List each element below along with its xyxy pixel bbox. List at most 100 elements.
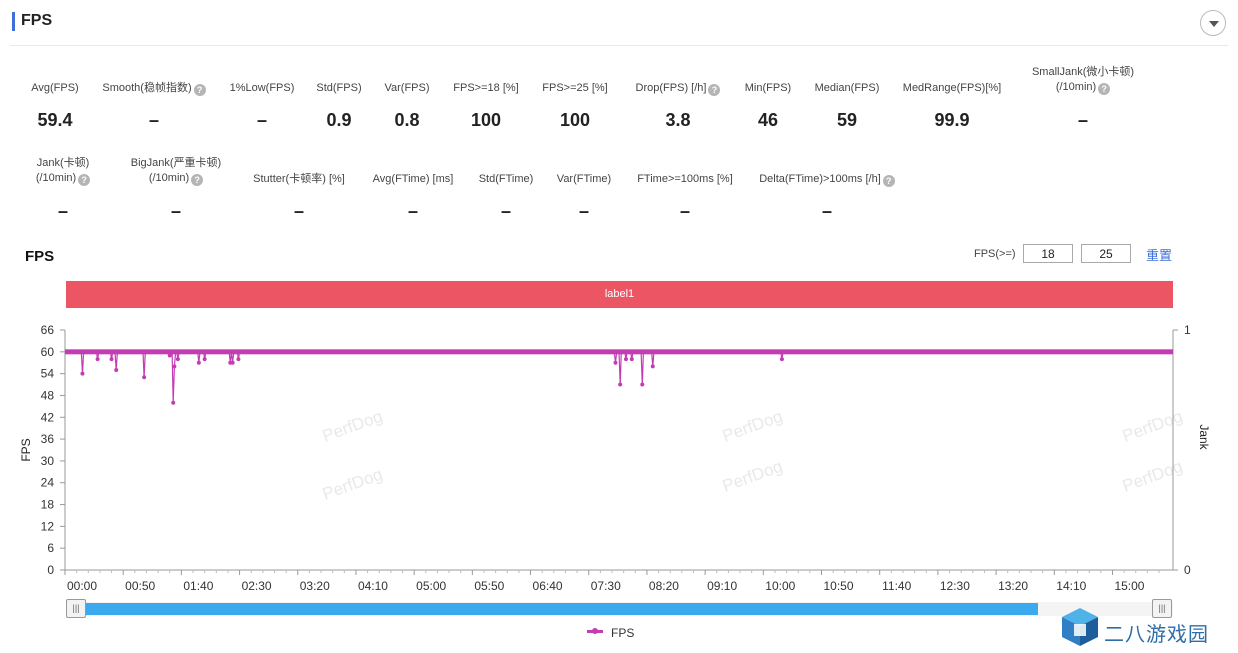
y2-tick-label: 1 [1184, 323, 1191, 337]
metric-fps-ge-25: FPS>=25 [%] 100 [536, 81, 614, 131]
y-tick-label: 66 [41, 323, 55, 337]
y-tick-label: 0 [47, 563, 54, 577]
metric-label: Smooth(稳帧指数) [102, 82, 192, 94]
y2-axis-title: Jank [1197, 424, 1211, 450]
fps-series [65, 349, 1173, 405]
fps-point [618, 382, 623, 387]
fps-point [650, 364, 655, 369]
fps-point [95, 357, 100, 362]
fps-point [171, 400, 176, 405]
x-tick-label: 01:40 [183, 579, 213, 593]
metric-delta-ftime: Delta(FTime)>100ms [/h]? – [752, 172, 902, 222]
x-tick-label: 11:40 [882, 579, 911, 593]
legend-label: FPS [611, 626, 635, 640]
y2-tick-label: 0 [1184, 563, 1191, 577]
zoom-handle-left[interactable]: ||| [66, 599, 86, 618]
fps-point [623, 357, 628, 362]
fps-point [172, 364, 177, 369]
reset-button[interactable]: 重置 [1146, 248, 1173, 263]
x-tick-label: 02:30 [242, 579, 272, 593]
metric-label: Drop(FPS) [/h] [635, 82, 707, 94]
metric-label: Var(FPS) [384, 82, 430, 94]
label-band[interactable]: label1 [66, 281, 1173, 308]
metric-value: – [407, 201, 418, 221]
x-tick-label: 00:00 [67, 579, 97, 593]
metric-label: BigJank(严重卡顿) [130, 157, 222, 169]
fps-threshold-input-1[interactable] [1023, 244, 1073, 263]
x-tick-label: 08:20 [649, 579, 679, 593]
metric-median-fps: Median(FPS) 59 [808, 81, 886, 131]
fps-threshold-label: FPS(>=) [974, 248, 1016, 260]
zoom-range-fill[interactable] [66, 603, 1038, 615]
help-icon[interactable]: ? [708, 84, 721, 96]
metric-label: Std(FTime) [478, 173, 534, 185]
y-axis: 0 6 12 18 24 30 36 42 48 54 60 66 FPS [19, 323, 66, 577]
metric-label: Stutter(卡顿率) [%] [253, 173, 345, 185]
help-icon[interactable]: ? [191, 174, 204, 186]
site-logo-text: 二八游戏园 [1104, 622, 1209, 646]
metric-var-fps: Var(FPS) 0.8 [376, 81, 438, 131]
x-tick-label: 04:10 [358, 579, 388, 593]
metric-1-low-fps: 1%Low(FPS) – [222, 81, 302, 131]
metric-std-ftime: Std(FTime) – [472, 172, 540, 222]
metric-value: – [578, 201, 589, 221]
metric-label: Jank(卡顿) [36, 157, 90, 169]
panel-title: FPS [21, 12, 53, 29]
metric-avg-fps: Avg(FPS) 59.4 [20, 81, 90, 131]
x-tick-label: 13:20 [998, 579, 1028, 593]
metric-label: FPS>=25 [%] [542, 82, 608, 94]
metric-avg-ftime: Avg(FTime) [ms] – [364, 172, 462, 222]
metric-fps-ge-18: FPS>=18 [%] 100 [447, 81, 525, 131]
collapse-toggle-button[interactable] [1200, 10, 1226, 36]
x-tick-label: 00:50 [125, 579, 155, 593]
x-tick-label: 07:30 [591, 579, 621, 593]
zoom-handle-right[interactable]: ||| [1152, 599, 1172, 618]
header-accent-bar [12, 12, 15, 31]
metric-label-unit: (/10min) [1055, 81, 1097, 93]
fps-point [236, 357, 241, 362]
help-icon[interactable]: ? [193, 84, 206, 96]
metric-var-ftime: Var(FTime) – [550, 172, 618, 222]
metric-drop-fps: Drop(FPS) [/h]? 3.8 [628, 81, 728, 131]
help-icon[interactable]: ? [78, 174, 91, 186]
help-icon[interactable]: ? [1098, 83, 1111, 95]
fps-point [230, 360, 235, 365]
metric-label: MedRange(FPS)[%] [902, 82, 1002, 94]
y-tick-label: 24 [41, 476, 55, 490]
fps-point [114, 368, 119, 372]
metric-label: Std(FPS) [316, 82, 362, 94]
chart-legend[interactable]: FPS [587, 626, 634, 640]
x-tick-label: 05:50 [474, 579, 504, 593]
watermark-text: PerfDog [320, 465, 385, 504]
y-axis-title: FPS [19, 438, 33, 461]
y-tick-label: 48 [41, 388, 55, 402]
watermark-text: PerfDog [1120, 407, 1185, 446]
metric-min-fps: Min(FPS) 46 [738, 81, 798, 131]
x-tick-label: 10:50 [823, 579, 853, 593]
metric-smooth: Smooth(稳帧指数)? – [98, 81, 210, 131]
y-tick-label: 54 [41, 367, 55, 381]
fps-point [613, 360, 618, 365]
x-tick-label: 15:00 [1114, 579, 1144, 593]
x-tick-label: 14:10 [1056, 579, 1086, 593]
metric-value: – [1077, 110, 1088, 130]
fps-point [202, 357, 207, 362]
metric-label: Min(FPS) [744, 82, 792, 94]
y-tick-label: 6 [47, 541, 54, 555]
y-tick-label: 18 [41, 498, 55, 512]
help-icon[interactable]: ? [882, 175, 895, 187]
metric-label-unit: (/10min) [148, 172, 190, 184]
metric-label: SmallJank(微小卡顿) [1031, 66, 1135, 78]
metric-label: FTime>=100ms [%] [637, 173, 733, 185]
metric-value: 100 [559, 110, 591, 130]
cube-logo-icon [1062, 608, 1098, 646]
fps-point [196, 360, 201, 365]
fps-point [779, 357, 784, 362]
metric-stutter: Stutter(卡顿率) [%] – [244, 172, 354, 222]
metric-value: – [256, 110, 267, 130]
fps-threshold-input-2[interactable] [1081, 244, 1131, 263]
x-tick-label: 05:00 [416, 579, 446, 593]
fps-line-chart[interactable]: PerfDog PerfDog PerfDog PerfDog PerfDog PerfD… [0, 315, 1238, 598]
y-tick-label: 42 [41, 410, 55, 424]
header-divider [10, 45, 1228, 46]
